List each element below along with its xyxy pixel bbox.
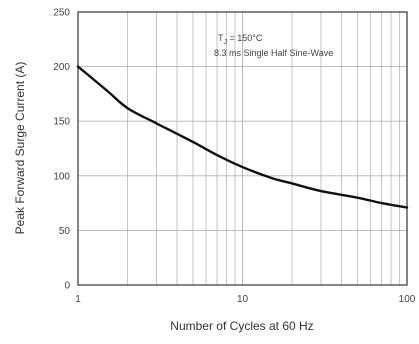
y-tick-label: 0	[64, 281, 70, 292]
annotation-line-2: 8.3 ms Single Half Sine-Wave	[214, 48, 333, 58]
y-axis-label: Peak Forward Surge Current (A)	[13, 62, 27, 235]
chart-grid	[77, 11, 408, 286]
y-tick-label: 250	[53, 8, 70, 19]
y-tick-label: 50	[59, 226, 71, 237]
y-tick-label: 100	[53, 171, 70, 182]
y-tick-label: 150	[53, 117, 70, 128]
annotation: TJ = 150°C 8.3 ms Single Half Sine-Wave	[214, 33, 333, 58]
series-line	[76, 65, 409, 209]
x-tick-label: 10	[237, 294, 249, 305]
x-tick-label: 1	[75, 294, 81, 305]
series-group	[76, 65, 409, 209]
plot-frame	[77, 11, 408, 286]
y-tick-label: 200	[53, 62, 70, 73]
x-tick-label: 100	[399, 294, 416, 305]
annotation-line-1: TJ = 150°C	[218, 33, 263, 46]
x-axis-label: Number of Cycles at 60 Hz	[170, 319, 313, 333]
tick-labels: 0 50 100 150 200 250 1 10 100	[53, 8, 415, 306]
